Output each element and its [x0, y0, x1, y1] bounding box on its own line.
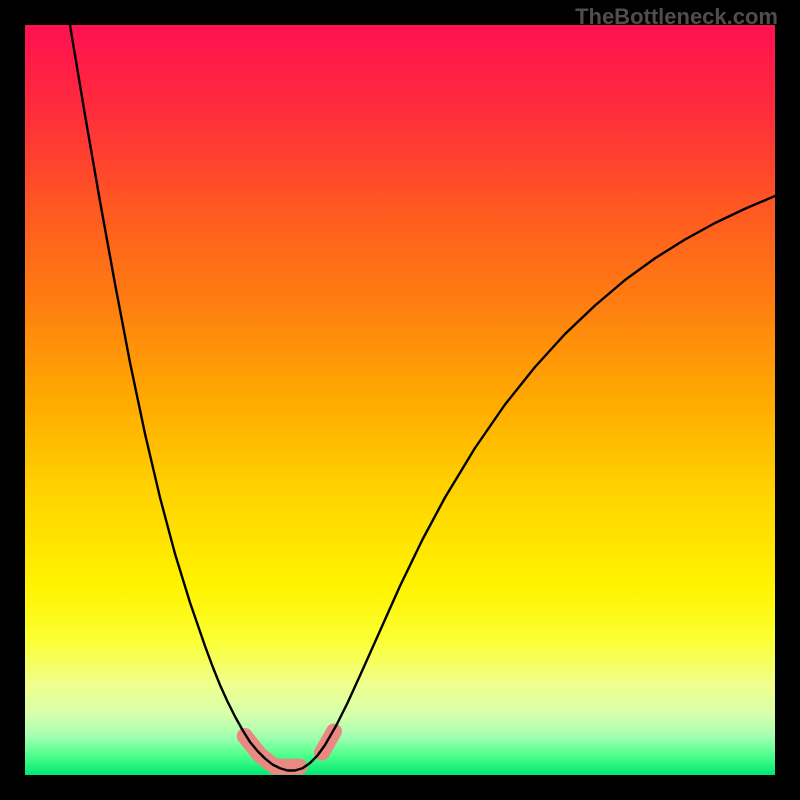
chart-svg — [25, 25, 775, 775]
bottleneck-curve — [70, 25, 775, 771]
plot-area — [25, 25, 775, 775]
chart-frame: TheBottleneck.com — [0, 0, 800, 800]
watermark-text: TheBottleneck.com — [575, 4, 778, 30]
